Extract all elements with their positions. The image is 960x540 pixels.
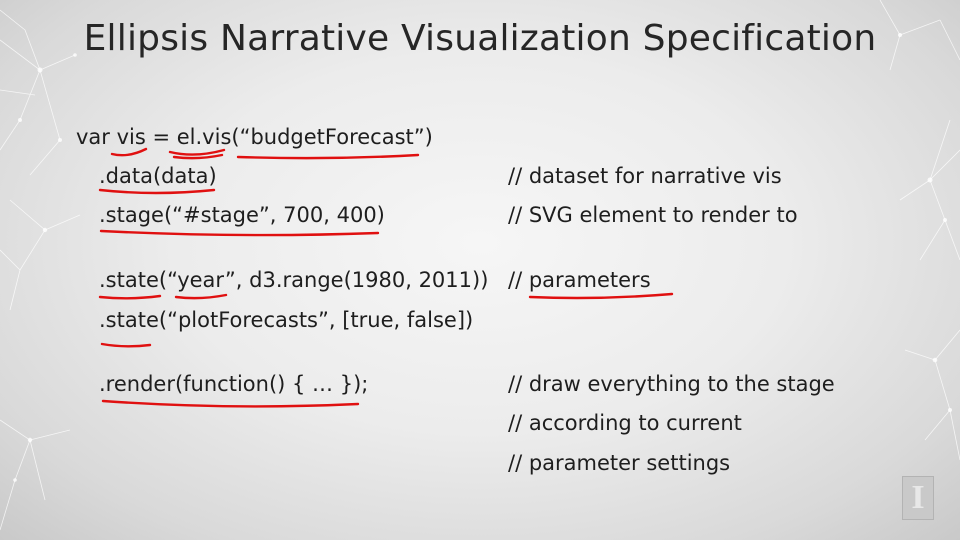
- slide-title: Ellipsis Narrative Visualization Specifi…: [83, 18, 877, 59]
- comment-according-to: // according to current: [508, 411, 742, 435]
- comment-draw-everything: // draw everything to the stage: [508, 372, 835, 396]
- code-line-state-plotforecasts: .state(“plotForecasts”, [true, false]): [99, 308, 474, 332]
- code-line-data: .data(data): [99, 164, 217, 188]
- code-line-var-vis: var vis = el.vis(“budgetForecast”): [76, 125, 433, 149]
- code-line-stage: .stage(“#stage”, 700, 400): [99, 203, 385, 227]
- university-block-i-logo-icon: I: [902, 476, 934, 520]
- comment-parameter-settings: // parameter settings: [508, 451, 731, 475]
- comment-dataset: // dataset for narrative vis: [508, 164, 782, 188]
- code-line-render: .render(function() { … });: [99, 372, 369, 396]
- comment-parameters: // parameters: [508, 268, 651, 292]
- code-line-state-year: .state(“year”, d3.range(1980, 2011)): [99, 268, 489, 292]
- comment-svg-element: // SVG element to render to: [508, 203, 798, 227]
